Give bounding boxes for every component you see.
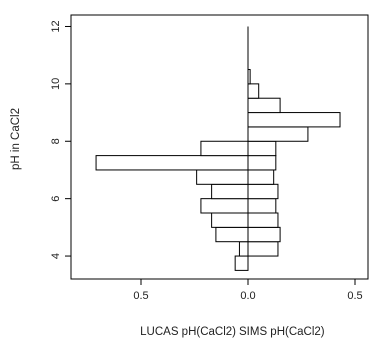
y-tick-label-2: 8 xyxy=(50,138,62,144)
x-axis-label-right: SIMS pH(CaCl2) xyxy=(239,326,325,338)
sims-bar-9 xyxy=(247,126,309,142)
plot-border xyxy=(70,14,369,280)
sims-bar-11 xyxy=(247,97,281,114)
lucas-bar-0 xyxy=(234,255,249,271)
lucas-bar-7 xyxy=(95,155,249,171)
y-tick-label-4: 12 xyxy=(50,20,62,32)
sims-bar-3 xyxy=(247,212,279,228)
sims-bar-8 xyxy=(247,140,277,157)
sims-bar-2 xyxy=(247,226,281,243)
y-tick-label-0: 4 xyxy=(50,253,62,259)
y-axis-label: pH in CaCl2 xyxy=(10,108,22,170)
lucas-bar-4 xyxy=(200,198,249,214)
y-axis: 4 6 8 10 12 xyxy=(50,20,71,259)
sims-bar-5 xyxy=(247,183,279,200)
lucas-bar-5 xyxy=(211,183,249,200)
sims-bar-6 xyxy=(247,169,275,185)
sims-bar-7 xyxy=(247,155,277,171)
sims-bar-10 xyxy=(247,112,341,128)
lucas-bars xyxy=(95,140,249,271)
lucas-bar-6 xyxy=(196,169,249,185)
x-axis-label-left: LUCAS pH(CaCl2) xyxy=(140,326,236,338)
sims-bar-1 xyxy=(247,241,279,257)
lucas-bar-1 xyxy=(238,241,249,257)
x-tick-label-0: 0.5 xyxy=(133,290,148,302)
x-axis: 0.5 0.0 0.5 xyxy=(133,279,363,302)
x-tick-label-1: 0.0 xyxy=(240,290,255,302)
plot-frame xyxy=(70,14,369,280)
sims-bar-4 xyxy=(247,198,277,214)
sims-bars xyxy=(247,69,341,257)
y-tick-label-1: 6 xyxy=(50,196,62,202)
lucas-bar-2 xyxy=(215,226,249,243)
y-tick-label-3: 10 xyxy=(50,78,62,90)
x-tick-label-2: 0.5 xyxy=(347,290,362,302)
lucas-bar-3 xyxy=(211,212,249,228)
lucas-bar-8 xyxy=(200,140,249,157)
sims-bar-12 xyxy=(247,83,260,99)
